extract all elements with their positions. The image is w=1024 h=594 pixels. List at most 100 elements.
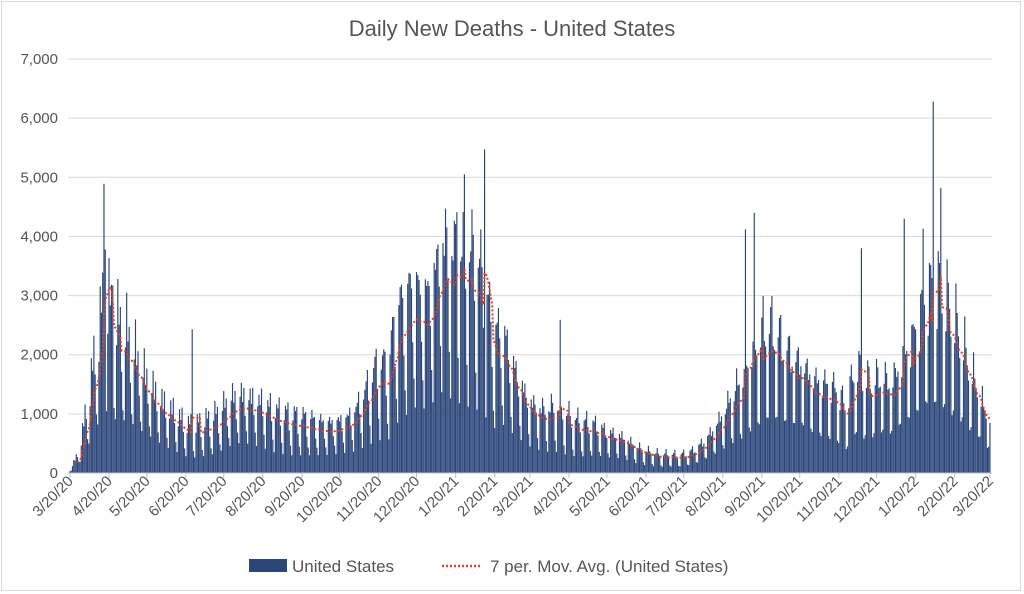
bar <box>916 409 918 473</box>
bar <box>476 409 478 473</box>
bar <box>612 427 614 473</box>
bar <box>196 414 198 473</box>
bar <box>823 380 825 473</box>
bar <box>468 262 471 473</box>
bar <box>291 455 293 473</box>
bar <box>894 368 897 473</box>
chart-title: Daily New Deaths - United States <box>349 16 675 41</box>
bar <box>119 307 121 473</box>
bar <box>708 434 710 473</box>
bar <box>811 431 813 473</box>
bar <box>922 228 924 473</box>
bar <box>664 453 666 473</box>
bar <box>952 410 954 473</box>
bar <box>839 410 841 473</box>
bar <box>714 453 716 473</box>
bar <box>279 425 281 473</box>
bar <box>985 418 987 473</box>
bar <box>263 434 265 473</box>
bar <box>197 422 200 473</box>
bar <box>665 449 667 473</box>
bar <box>621 430 623 473</box>
bar <box>379 440 381 473</box>
bar <box>392 316 394 473</box>
bar <box>409 273 411 473</box>
bar <box>389 354 391 473</box>
bar <box>236 432 239 473</box>
bar <box>317 455 319 473</box>
bar <box>132 424 134 473</box>
bar <box>71 466 74 473</box>
bar <box>582 456 584 473</box>
bar <box>901 377 903 473</box>
bar <box>81 423 84 473</box>
bar <box>334 445 336 473</box>
bar <box>305 411 307 473</box>
bar <box>289 445 292 473</box>
bar <box>719 421 721 473</box>
bar <box>809 374 811 473</box>
bar <box>800 366 802 473</box>
bar <box>829 439 831 473</box>
bar <box>408 272 410 473</box>
bar <box>584 419 586 473</box>
bar <box>604 436 607 473</box>
bar <box>945 331 947 473</box>
x-tick-label: 4/20/21 <box>528 473 575 520</box>
bar <box>272 439 274 473</box>
bar <box>165 417 167 473</box>
bar <box>555 451 557 473</box>
bar <box>695 462 697 473</box>
x-tick-label: 4/20/20 <box>68 473 115 520</box>
bar <box>572 449 574 473</box>
bar <box>554 440 556 473</box>
bar <box>712 431 714 473</box>
bar <box>129 382 132 473</box>
bar <box>938 262 941 473</box>
bar <box>558 410 560 473</box>
bar <box>858 351 860 473</box>
bar <box>103 183 105 473</box>
bar <box>806 358 808 473</box>
bar <box>875 358 878 473</box>
bar <box>897 371 899 473</box>
bar <box>967 380 970 473</box>
bar <box>213 420 215 473</box>
bar <box>436 248 438 473</box>
x-tick-label: 7/20/20 <box>183 473 230 520</box>
bar <box>961 417 963 473</box>
bar <box>896 376 898 473</box>
bar <box>849 376 851 473</box>
bar <box>796 350 798 473</box>
bar <box>117 279 119 473</box>
bar <box>427 280 429 473</box>
bar <box>276 404 278 473</box>
bar <box>134 319 137 473</box>
bar <box>869 390 871 473</box>
bar <box>538 449 540 473</box>
bar <box>89 406 91 473</box>
bar <box>345 417 347 473</box>
bar <box>432 402 434 473</box>
bar <box>816 383 818 473</box>
bar <box>518 396 520 473</box>
bar <box>853 382 855 473</box>
bar <box>867 360 869 473</box>
bar <box>347 415 350 473</box>
bar <box>673 453 675 473</box>
bar <box>668 456 670 473</box>
bar <box>543 406 545 473</box>
bar <box>393 316 395 473</box>
bar <box>85 418 87 473</box>
bar <box>912 324 914 473</box>
bar <box>791 366 793 473</box>
bar <box>189 424 191 473</box>
bar <box>704 457 706 473</box>
bar <box>192 451 195 473</box>
bar <box>854 433 856 473</box>
bar <box>940 187 942 473</box>
bar <box>95 414 97 473</box>
bar <box>749 431 752 473</box>
bar <box>500 368 502 473</box>
bar <box>870 393 873 473</box>
